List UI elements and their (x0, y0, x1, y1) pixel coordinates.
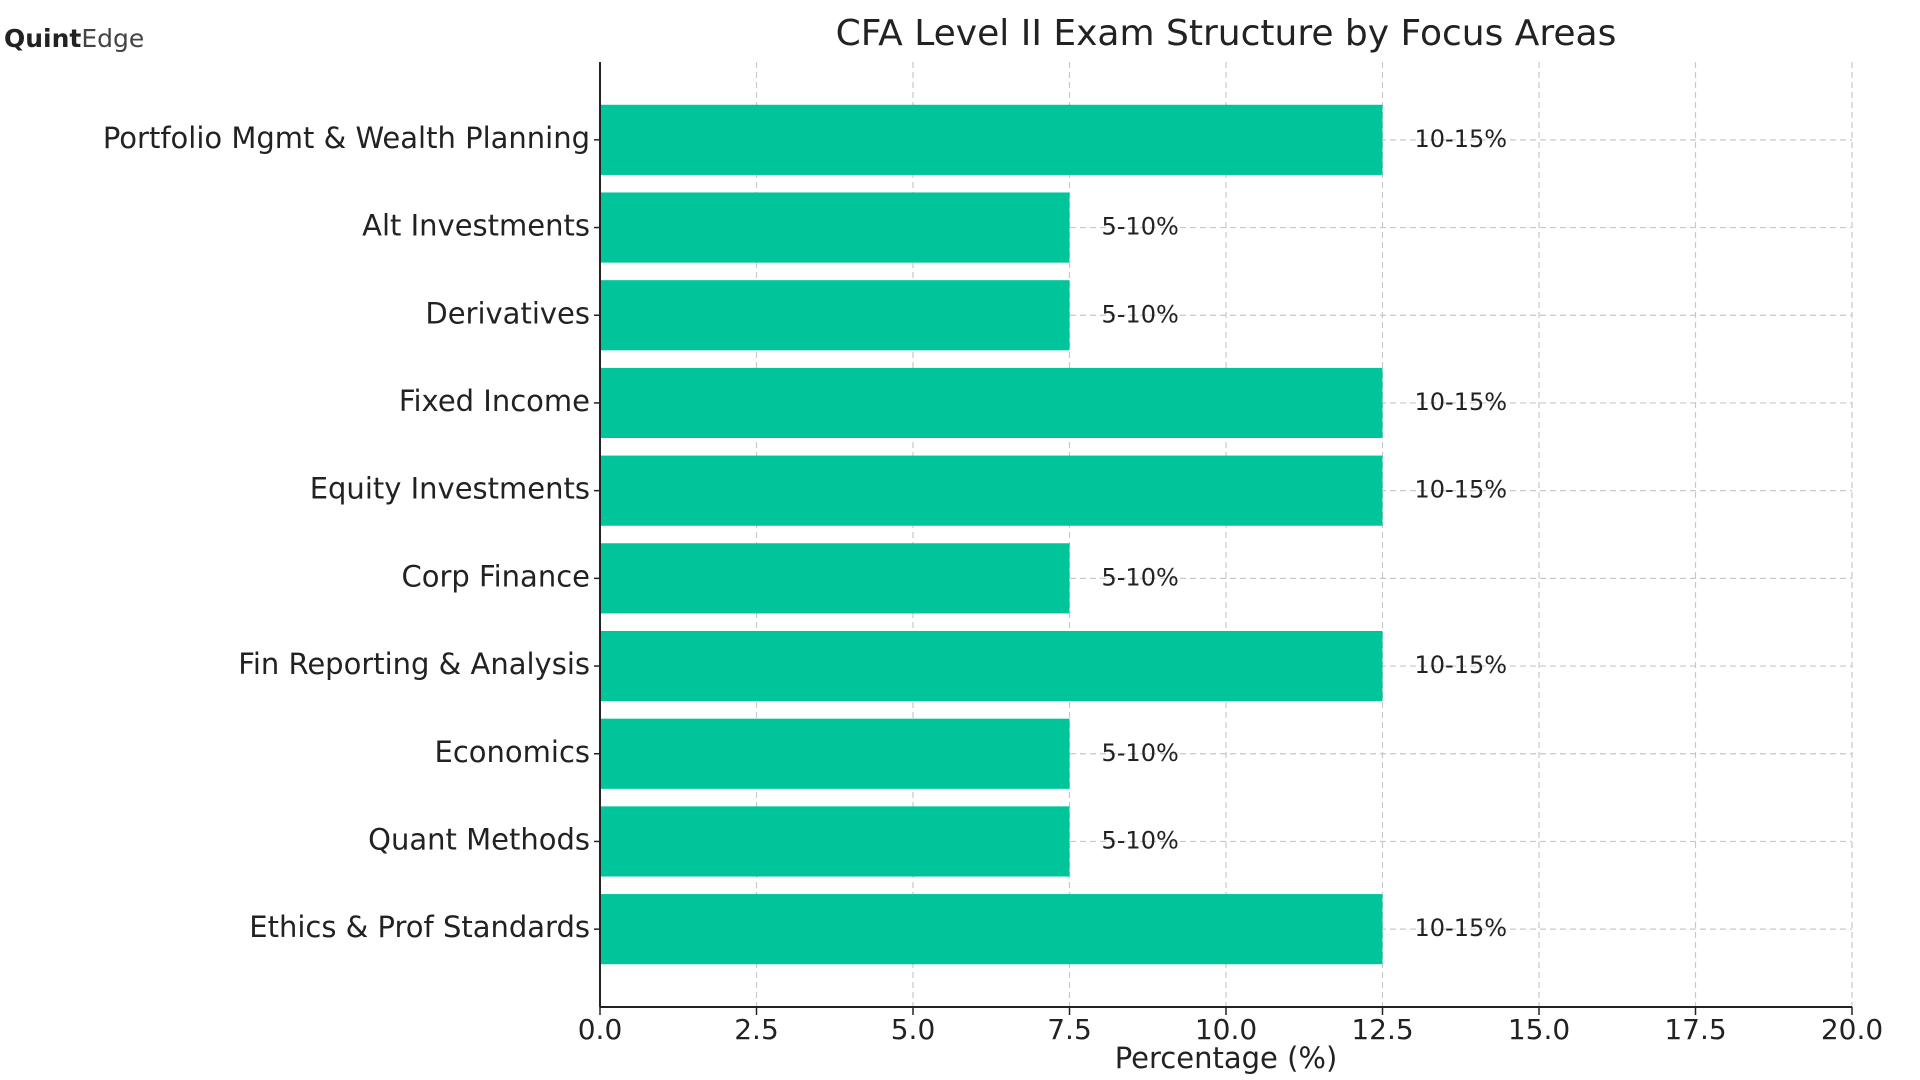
bar (600, 367, 1383, 439)
bar (600, 455, 1383, 526)
value-label: 5-10% (1102, 826, 1179, 854)
y-tick-label: Equity Investments (310, 472, 590, 506)
bar (600, 280, 1070, 351)
value-label: 10-15% (1415, 651, 1508, 679)
x-tick-label: 2.5 (734, 1013, 779, 1046)
bar (600, 543, 1070, 614)
y-tick-label: Fixed Income (399, 384, 590, 418)
y-tick-label: Fin Reporting & Analysis (238, 647, 590, 681)
x-tick-label: 15.0 (1508, 1013, 1570, 1046)
value-label: 5-10% (1102, 213, 1179, 241)
bar (600, 894, 1383, 965)
y-tick-label: Ethics & Prof Standards (249, 910, 590, 944)
logo: QuintEdge (4, 24, 144, 53)
x-tick-label: 0.0 (578, 1013, 623, 1046)
y-tick-label: Portfolio Mgmt & Wealth Planning (103, 121, 590, 155)
y-tick-label: Derivatives (425, 296, 590, 330)
x-tick-label: 7.5 (1047, 1013, 1092, 1046)
y-tick-label: Quant Methods (368, 822, 590, 856)
y-tick-label: Economics (435, 735, 591, 769)
bar (600, 630, 1383, 702)
chart-title: CFA Level II Exam Structure by Focus Are… (836, 13, 1617, 54)
value-label: 10-15% (1415, 388, 1508, 416)
y-tick-label: Corp Finance (402, 559, 591, 593)
value-label: 10-15% (1415, 476, 1508, 504)
bar (600, 192, 1070, 263)
x-tick-label: 5.0 (891, 1013, 936, 1046)
x-tick-label: 10.0 (1195, 1013, 1257, 1046)
value-label: 10-15% (1415, 125, 1508, 153)
logo-light: Edge (81, 24, 144, 53)
value-label: 5-10% (1102, 563, 1179, 591)
bar (600, 806, 1070, 877)
bar (600, 718, 1070, 789)
x-tick-label: 12.5 (1351, 1013, 1413, 1046)
bar (600, 104, 1383, 175)
y-tick-label: Alt Investments (362, 209, 590, 243)
x-axis-label: Percentage (%) (1115, 1041, 1338, 1075)
value-label: 5-10% (1102, 300, 1179, 328)
value-label: 10-15% (1415, 914, 1508, 942)
logo-strong: Quint (4, 24, 81, 53)
x-tick-label: 20.0 (1821, 1013, 1883, 1046)
value-label: 5-10% (1102, 739, 1179, 767)
x-tick-label: 17.5 (1664, 1013, 1726, 1046)
